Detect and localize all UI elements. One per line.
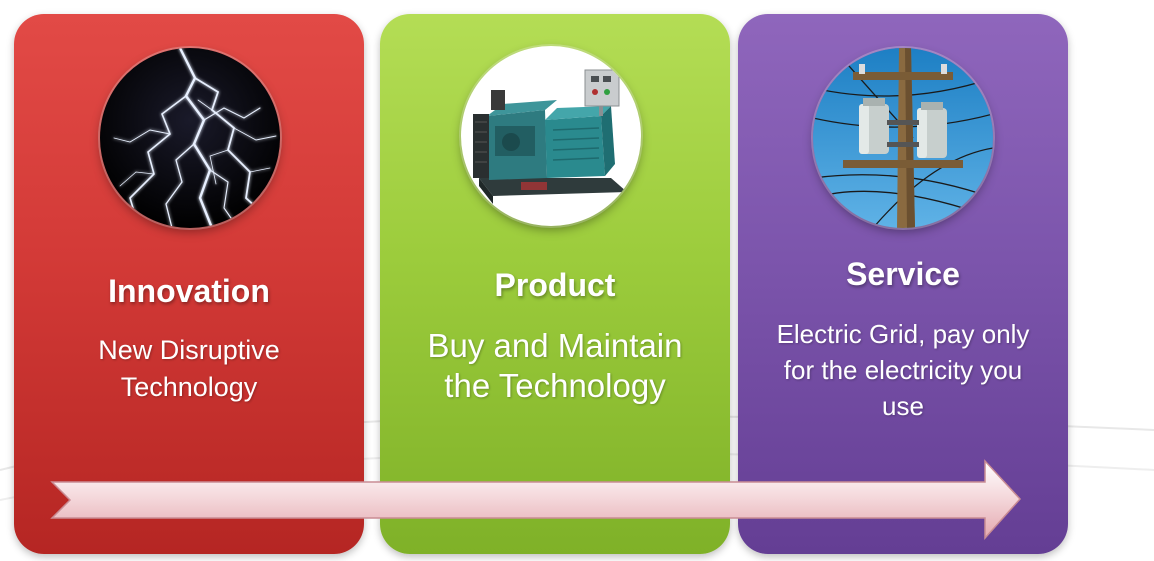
power-pole-icon [813, 48, 993, 228]
product-panel: Product Buy and Maintain the Technology [380, 14, 730, 554]
power-pole-image [813, 48, 993, 228]
service-panel: Service Electric Grid, pay only for the … [738, 14, 1068, 554]
innovation-description-line: Technology [120, 372, 258, 402]
lightning-image [100, 48, 280, 228]
product-description: Buy and Maintain the Technology [380, 326, 730, 406]
product-description-line: Buy and Maintain [427, 327, 683, 364]
product-title: Product [494, 267, 616, 303]
product-description-line: the Technology [444, 367, 666, 404]
service-description-line: use [882, 391, 924, 421]
service-description-line: for the electricity you [783, 355, 1023, 385]
service-description-line: Electric Grid, pay only [776, 319, 1030, 349]
diesel-generator-icon [461, 46, 641, 226]
service-description: Electric Grid, pay only for the electric… [738, 316, 1068, 424]
generator-image [461, 46, 641, 226]
service-title: Service [846, 256, 960, 292]
innovation-title: Innovation [108, 273, 270, 309]
innovation-description: New Disruptive Technology [14, 332, 364, 406]
innovation-description-line: New Disruptive [98, 335, 280, 365]
lightning-bolt-icon [100, 48, 280, 228]
innovation-panel: Innovation New Disruptive Technology [14, 14, 364, 554]
